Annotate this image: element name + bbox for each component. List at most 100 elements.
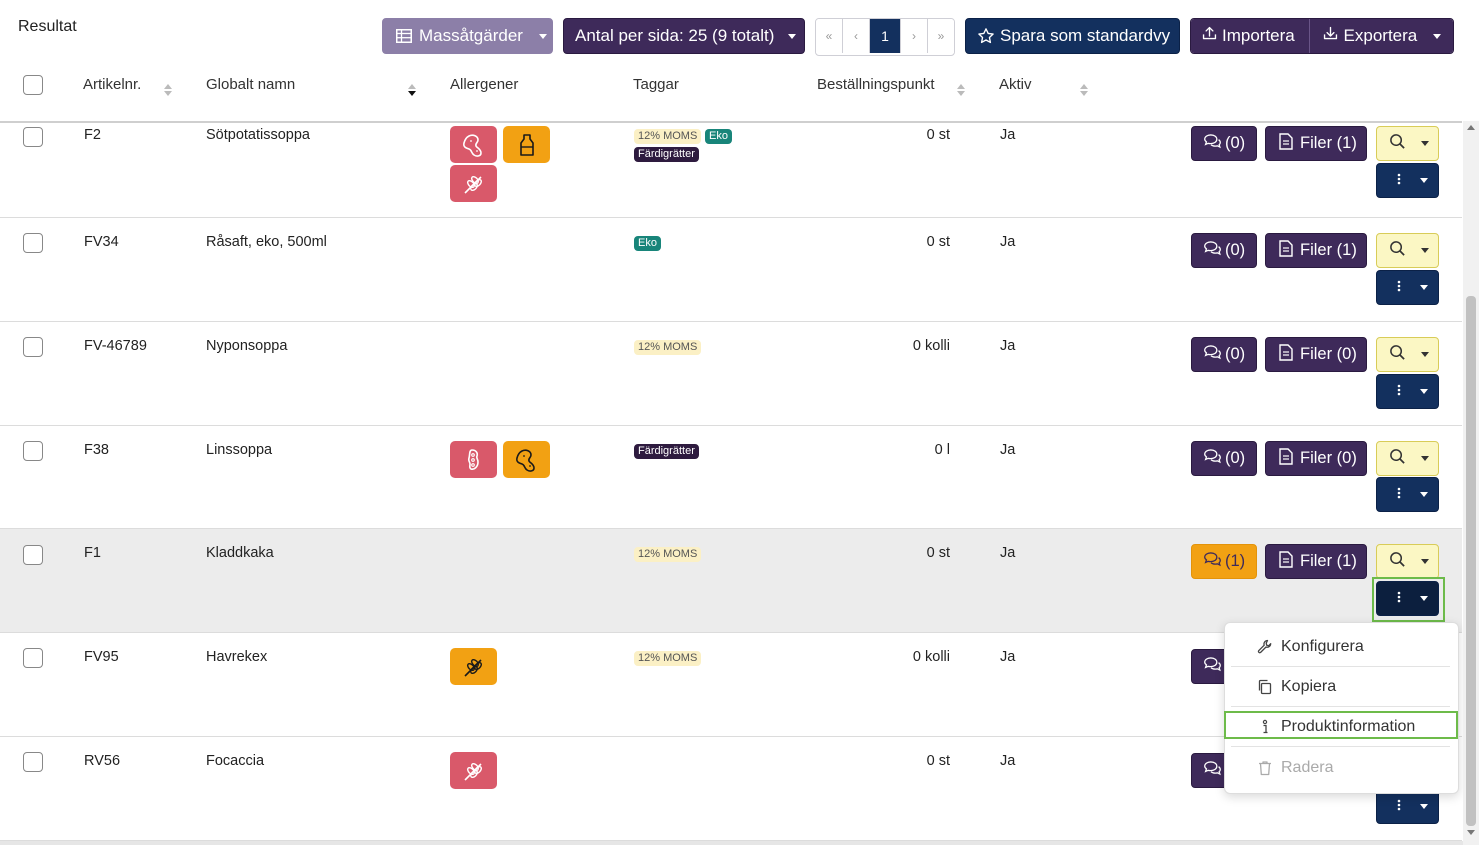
row-actions-menu-button[interactable] <box>1376 581 1439 616</box>
files-button[interactable]: Filer (0) <box>1265 441 1367 476</box>
column-header-article-no[interactable]: Artikelnr. <box>83 76 142 93</box>
save-default-view-button[interactable]: Spara som standardvy <box>965 18 1180 54</box>
comments-count: (0) <box>1225 449 1246 467</box>
files-button[interactable]: Filer (1) <box>1265 544 1367 579</box>
comments-button[interactable]: (0) <box>1191 337 1257 372</box>
chevron-down-icon <box>1420 492 1428 497</box>
sort-icon[interactable] <box>408 84 416 96</box>
menu-item-label: Konfigurera <box>1281 638 1364 655</box>
export-label: Exportera <box>1343 26 1418 45</box>
chevron-down-icon <box>1420 389 1428 394</box>
files-button[interactable]: Filer (0) <box>1265 337 1367 372</box>
active-value: Ja <box>1000 753 1016 769</box>
milk-bottle-icon <box>503 126 550 163</box>
chevron-down-icon <box>1421 248 1429 253</box>
order-point: 0 kolli <box>912 649 950 665</box>
comments-button[interactable]: (0) <box>1191 233 1257 268</box>
kebab-icon <box>1397 171 1401 190</box>
product-name: Havrekex <box>206 649 268 665</box>
order-point: 0 l <box>934 442 950 458</box>
table-row: F38 Linssoppa Färdigrätter 0 l Ja (0) Fi… <box>0 426 1462 529</box>
per-page-label: Antal per sida: 25 (9 totalt) <box>575 26 775 45</box>
row-actions-menu-button[interactable] <box>1376 789 1439 824</box>
copy-icon <box>1258 679 1272 695</box>
row-checkbox[interactable] <box>23 441 43 461</box>
sort-icon[interactable] <box>164 84 172 96</box>
import-button[interactable]: Importera <box>1191 19 1310 53</box>
table-row: F1 Kladdkaka 12% MOMS 0 st Ja (1) Filer … <box>0 529 1462 633</box>
view-button[interactable] <box>1376 126 1439 161</box>
pager-prev-button[interactable]: ‹ <box>843 19 870 53</box>
row-checkbox[interactable] <box>23 233 43 253</box>
files-label: Filer (1) <box>1300 552 1357 570</box>
pager-next-button[interactable]: › <box>901 19 928 53</box>
row-checkbox[interactable] <box>23 337 43 357</box>
mass-actions-button[interactable]: Massåtgärder <box>382 18 553 54</box>
tag-badge: 12% MOMS <box>634 340 702 355</box>
table-icon <box>396 29 412 43</box>
search-icon <box>1389 551 1406 573</box>
tag-badge: 12% MOMS <box>634 129 702 144</box>
article-number: FV95 <box>84 649 119 665</box>
row-checkbox[interactable] <box>23 545 43 565</box>
view-button[interactable] <box>1376 441 1439 476</box>
active-value: Ja <box>1000 127 1016 143</box>
view-button[interactable] <box>1376 233 1439 268</box>
files-button[interactable]: Filer (1) <box>1265 126 1367 161</box>
column-header-order-point[interactable]: Beställningspunkt <box>817 76 935 93</box>
row-actions-menu-button[interactable] <box>1376 477 1439 512</box>
tag-badge: 12% MOMS <box>634 651 702 666</box>
download-icon <box>1322 25 1339 47</box>
kebab-icon <box>1397 589 1401 608</box>
menu-item-copy[interactable]: Kopiera <box>1225 671 1456 703</box>
view-button[interactable] <box>1376 544 1439 579</box>
menu-item-delete[interactable]: Radera <box>1225 752 1456 784</box>
row-actions-dropdown: Konfigurera Kopiera Produktinformation R… <box>1224 622 1459 794</box>
comments-icon <box>1203 133 1222 154</box>
view-button[interactable] <box>1376 337 1439 372</box>
column-header-global-name[interactable]: Globalt namn <box>206 76 296 93</box>
select-all-checkbox[interactable] <box>23 75 43 95</box>
column-header-active[interactable]: Aktiv <box>999 76 1032 93</box>
chevron-down-icon <box>1421 141 1429 146</box>
comments-button[interactable]: (1) <box>1191 544 1257 579</box>
soy-bean-icon <box>450 441 497 478</box>
pager-page-1[interactable]: 1 <box>870 19 901 53</box>
comments-button[interactable]: (0) <box>1191 441 1257 476</box>
scroll-down-arrow[interactable] <box>1467 830 1475 835</box>
product-name: Råsaft, eko, 500ml <box>206 234 327 250</box>
kebab-icon <box>1397 797 1401 816</box>
files-button[interactable]: Filer (1) <box>1265 233 1367 268</box>
row-checkbox[interactable] <box>23 648 43 668</box>
kebab-icon <box>1397 278 1401 297</box>
order-point: 0 st <box>926 234 950 250</box>
active-value: Ja <box>1000 234 1016 250</box>
export-button[interactable]: Exportera <box>1309 19 1422 53</box>
mass-actions-label: Massåtgärder <box>419 26 523 45</box>
row-actions-menu-button[interactable] <box>1376 374 1439 409</box>
sort-icon[interactable] <box>957 84 965 96</box>
row-actions-menu-button[interactable] <box>1376 270 1439 305</box>
comments-button[interactable]: (0) <box>1191 126 1257 161</box>
pager-first-button[interactable]: « <box>816 19 843 53</box>
row-checkbox[interactable] <box>23 127 43 147</box>
active-value: Ja <box>1000 649 1016 665</box>
sort-icon[interactable] <box>1080 84 1088 96</box>
per-page-dropdown[interactable]: Antal per sida: 25 (9 totalt) <box>563 18 805 54</box>
export-dropdown-toggle[interactable] <box>1421 19 1453 53</box>
star-icon <box>977 27 995 45</box>
import-label: Importera <box>1222 26 1295 45</box>
chevron-down-icon <box>1420 178 1428 183</box>
pager-last-button[interactable]: » <box>928 19 954 53</box>
comments-icon <box>1203 448 1222 469</box>
row-checkbox[interactable] <box>23 752 43 772</box>
table-row: RV56 Focaccia 0 st Ja <box>0 737 1462 841</box>
row-actions-menu-button[interactable] <box>1376 163 1439 198</box>
menu-item-configure[interactable]: Konfigurera <box>1225 631 1456 663</box>
menu-item-product-info[interactable]: Produktinformation <box>1225 711 1456 743</box>
article-number: FV34 <box>84 234 119 250</box>
kebab-icon <box>1397 382 1401 401</box>
scroll-up-arrow[interactable] <box>1467 125 1475 130</box>
scrollbar-thumb[interactable] <box>1466 296 1476 826</box>
chevron-down-icon <box>538 33 547 39</box>
